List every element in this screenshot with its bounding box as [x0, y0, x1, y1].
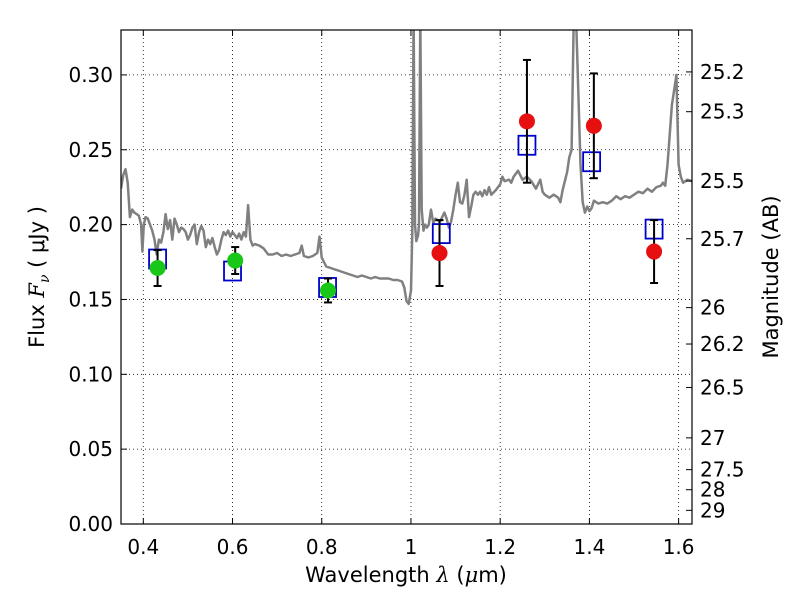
- y-axis-title: Flux Fν ( μJy ): [25, 206, 53, 348]
- green-data-point: [227, 252, 244, 269]
- x-tick-label: 0.4: [127, 535, 159, 559]
- y-tick-label: 0.05: [68, 437, 113, 461]
- red-data-point: [431, 245, 448, 262]
- model-spectrum-line: [121, 30, 692, 306]
- y-tick-label: 0.15: [68, 287, 113, 311]
- y-tick-label: 0.30: [68, 63, 113, 87]
- x-axis-title-symbol: λ: [435, 563, 449, 587]
- y-axis-title-text: Flux: [25, 298, 49, 348]
- magnitude-tick-label: 27.5: [700, 458, 745, 482]
- red-data-point: [585, 117, 602, 134]
- x-tick-label: 0.8: [306, 535, 338, 559]
- axis-ticks: 0.4 0.6 0.8 1 1.2 1.4 1.6 0.00 0.05 0.10 0.15 0.20 0…: [68, 30, 745, 559]
- green-data-point: [149, 260, 166, 277]
- x-axis-title: Wavelength λ (μm): [305, 563, 507, 587]
- data-points: [148, 58, 664, 304]
- y-tick-label: 0.10: [68, 362, 113, 386]
- magnitude-tick-label: 26.5: [700, 375, 745, 399]
- magnitude-tick-label: 25.5: [700, 169, 745, 193]
- green-data-point: [319, 282, 336, 299]
- model-spectrum-group: [121, 30, 692, 306]
- x-axis-title-text: Wavelength: [305, 563, 436, 587]
- magnitude-tick-label: 26.2: [700, 332, 745, 356]
- y-tick-label: 0.20: [68, 213, 113, 237]
- magnitude-tick-label: 26: [700, 296, 725, 320]
- y-tick-label: 0.00: [68, 512, 113, 536]
- model-photometry-square: [431, 223, 451, 244]
- x-tick-label: 0.6: [217, 535, 249, 559]
- y-axis-title-unit: ( μJy ): [25, 206, 49, 274]
- x-tick-label: 1.4: [573, 535, 605, 559]
- y-tick-label: 0.25: [68, 138, 113, 162]
- x-tick-label: 1.6: [663, 535, 695, 559]
- x-axis-title-unit-close: m): [478, 563, 507, 587]
- x-tick-label: 1.2: [484, 535, 516, 559]
- magnitude-tick-label: 25.3: [700, 100, 745, 124]
- y-axis-title-symbol: F: [25, 282, 49, 299]
- x-axis-title-unit-open: (: [450, 563, 465, 587]
- magnitude-tick-label: 25.2: [700, 60, 745, 84]
- red-data-point: [518, 113, 535, 130]
- magnitude-tick-label: 27: [700, 426, 725, 450]
- magnitude-tick-label: 25.7: [700, 227, 745, 251]
- magnitude-tick-label: 28: [700, 478, 725, 502]
- x-axis-title-unit-mu: μ: [465, 563, 479, 587]
- y-axis-title-subscript: ν: [37, 274, 53, 283]
- y2-axis-title: Magnitude (AB): [759, 195, 783, 358]
- grid: [121, 30, 692, 525]
- red-data-point: [646, 243, 663, 260]
- model-photometry-square: [582, 151, 602, 173]
- magnitude-tick-label: 29: [700, 498, 725, 522]
- plot-frame: [120, 29, 693, 525]
- x-tick-label: 1: [405, 535, 418, 559]
